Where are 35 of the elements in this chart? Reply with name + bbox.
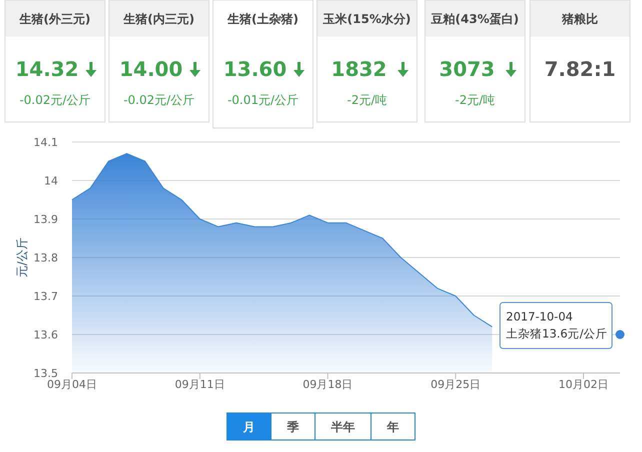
y-tick-label: 13.9 <box>34 213 58 226</box>
text: 生猪(外三元) <box>18 12 90 26</box>
y-tick-label: 13.5 <box>34 367 58 380</box>
x-tick-label: 09月11日 <box>174 378 225 391</box>
y-tick-label: 13.8 <box>34 252 58 264</box>
text: -0.01元/公斤 <box>227 93 299 107</box>
text: 半年 <box>330 420 355 434</box>
text: 7.82:1 <box>544 57 616 81</box>
text: 年 <box>386 420 399 434</box>
text: 豆粕(43%蛋白) <box>430 12 519 26</box>
text: 生猪(内三元) <box>122 12 194 26</box>
text: -2元/吨 <box>454 93 496 107</box>
text: 月 <box>242 420 255 434</box>
x-tick-label: 09月18日 <box>302 378 353 391</box>
text: 14.00 <box>119 57 183 81</box>
text: -2元/吨 <box>346 93 388 107</box>
text: 玉米(15%水分) <box>322 12 411 26</box>
x-tick-label: 09月04日 <box>47 378 97 391</box>
text: -0.02元/公斤 <box>19 93 91 107</box>
y-axis-title: 元/公斤 <box>15 237 29 278</box>
y-tick-label: 14.1 <box>34 136 58 149</box>
y-tick-label: 13.7 <box>34 290 58 303</box>
text: 生猪(土杂猪) <box>226 12 298 26</box>
text: 1832 <box>331 57 387 81</box>
text: -0.02元/公斤 <box>123 93 195 107</box>
x-tick-label: 10月02日 <box>558 378 608 391</box>
x-tick-label: 09月25日 <box>430 378 481 391</box>
text: 猪粮比 <box>561 12 598 26</box>
text: 13.60 <box>223 57 287 81</box>
text: 3073 <box>439 57 495 81</box>
y-tick-label: 14 <box>44 174 58 188</box>
annotation: 2017-10-04 土杂猪13.6元/公斤 <box>506 310 608 340</box>
y-tick-label: 13.6 <box>34 328 58 342</box>
text: 14.32 <box>15 57 79 81</box>
text: 季 <box>286 420 300 434</box>
